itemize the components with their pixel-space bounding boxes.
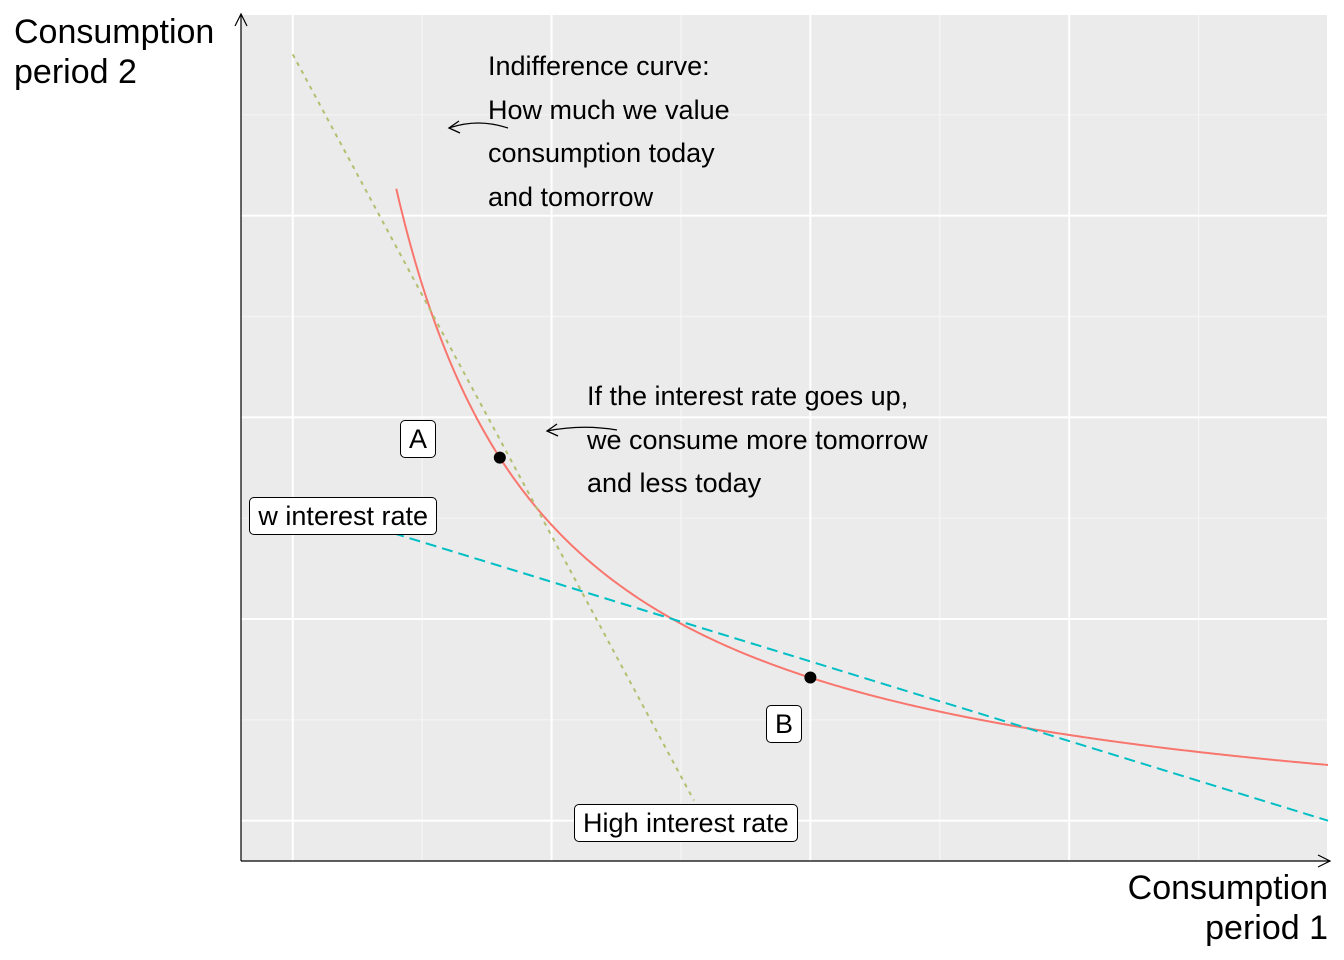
y-axis-arrowhead (234, 12, 248, 27)
x-axis-arrowhead (1317, 854, 1332, 868)
point-a (493, 451, 506, 464)
rate-annotation-arrowhead (545, 423, 559, 437)
annotation-arrows (447, 120, 618, 437)
indifference-annotation-line: How much we value (488, 94, 730, 125)
point-label-b: B (766, 705, 803, 743)
x-axis-title: Consumption period 1 (1128, 868, 1328, 948)
points-layer (493, 451, 817, 684)
rate-annotation-arrow (546, 426, 618, 432)
indifference-curve-annotation: Indifference curve: How much we value cons… (488, 45, 730, 219)
rate-annotation-line: we consume more tomorrow (587, 424, 928, 455)
low-interest-rate-label: w interest rate (249, 497, 437, 535)
indifference-annotation-line: Indifference curve: (488, 51, 710, 81)
low-interest-rate-series (344, 517, 1329, 822)
low-interest-rate-label-clip: w interest rate (241, 497, 441, 537)
y-axis-title-line: Consumption (14, 13, 215, 51)
high-interest-rate-label: High interest rate (574, 804, 798, 842)
indifference-annotation-arrowhead (447, 120, 461, 134)
rate-annotation-line: If the interest rate goes up, (587, 381, 909, 411)
high-interest-rate-series (291, 53, 695, 801)
indifference-curve-series (395, 188, 1329, 766)
indifference-annotation-line: and tomorrow (488, 181, 654, 212)
x-axis-title-line: period 1 (1205, 909, 1328, 947)
rate-annotation-line: and less today (587, 468, 762, 498)
y-axis-title: Consumption period 2 (14, 12, 214, 92)
x-axis-title-line: Consumption (1127, 869, 1328, 907)
point-b (804, 671, 817, 684)
axes (234, 12, 1332, 868)
interest-rate-annotation: If the interest rate goes up, we consume … (587, 375, 928, 506)
indifference-annotation-arrow (448, 122, 509, 129)
point-label-a: A (400, 420, 437, 458)
y-axis-title-line: period 2 (14, 53, 137, 91)
series-layer (291, 53, 1329, 822)
indifference-annotation-line: consumption today (488, 138, 715, 168)
